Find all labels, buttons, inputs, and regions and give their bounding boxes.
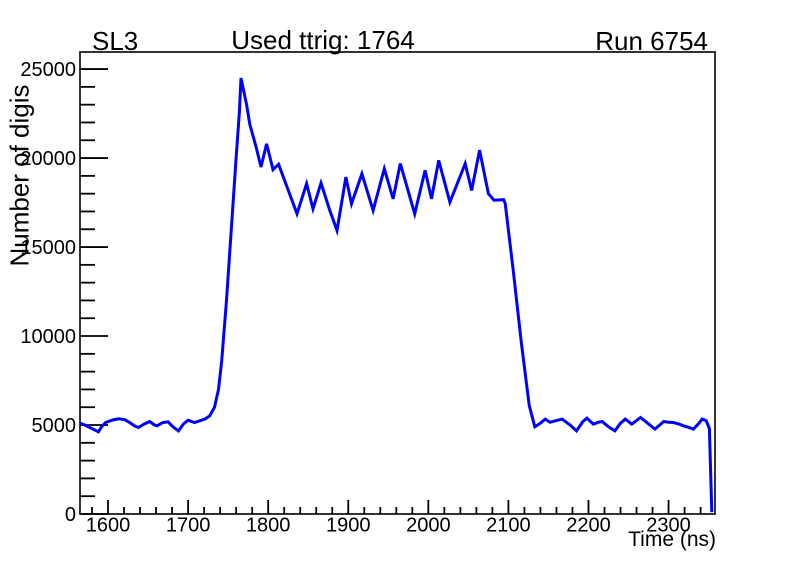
y-tick-label: 20000	[20, 148, 76, 170]
x-tick-label: 2100	[486, 515, 531, 537]
y-tick-label: 10000	[20, 326, 76, 348]
y-tick-label: 0	[65, 504, 76, 526]
x-tick-label: 1900	[326, 515, 371, 537]
x-tick-label: 2300	[646, 515, 691, 537]
y-tick-label: 15000	[20, 237, 76, 259]
plot-frame	[79, 51, 716, 515]
x-tick-label: 1800	[246, 515, 291, 537]
x-tick-label: 1600	[86, 515, 131, 537]
x-tick-label: 1700	[166, 515, 211, 537]
run-title: Run 6754	[595, 26, 708, 56]
timebox-line	[79, 77, 714, 513]
y-tick-label: 5000	[32, 415, 77, 437]
x-axis-title: Time (ns)	[628, 528, 716, 551]
x-tick-label: 2000	[406, 515, 451, 537]
x-tick-label: 2200	[566, 515, 611, 537]
y-tick-label: 25000	[20, 59, 76, 81]
superlayer-title: SL3	[92, 26, 139, 56]
ttrig-title: Used ttrig: 1764	[231, 25, 415, 55]
